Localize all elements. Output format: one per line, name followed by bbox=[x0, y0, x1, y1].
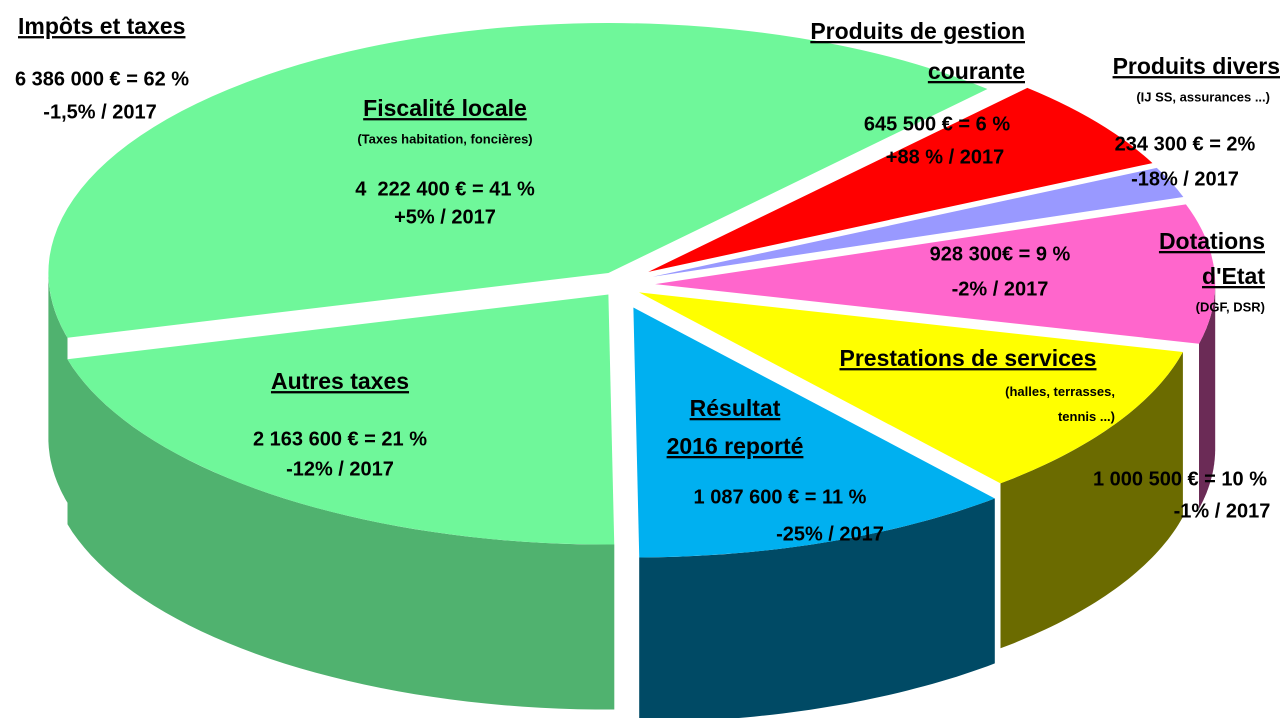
slice-name: Résultat 2016 reporté bbox=[667, 395, 804, 459]
slice-name: Prestations de services bbox=[840, 345, 1097, 371]
slice-name: Produits divers bbox=[1113, 53, 1280, 79]
slice-subtitle: (DGF, DSR) bbox=[1196, 299, 1265, 314]
slice-label: -25% / 2017 bbox=[776, 523, 884, 545]
slice-label: +5% / 2017 bbox=[394, 206, 496, 228]
slice-side bbox=[1199, 284, 1216, 509]
slice-label: 1 000 500 € = 10 % bbox=[1093, 468, 1267, 490]
slice-subtitle: (IJ SS, assurances ...) bbox=[1136, 89, 1270, 104]
slice-side bbox=[639, 498, 995, 718]
slice bbox=[639, 292, 1183, 484]
slice bbox=[48, 23, 988, 338]
slice-label: -18% / 2017 bbox=[1131, 168, 1239, 190]
slice-name: Produits de gestion courante bbox=[810, 18, 1025, 84]
slice-label: 645 500 € = 6 % bbox=[864, 113, 1010, 135]
slice-label: 1 087 600 € = 11 % bbox=[694, 486, 867, 508]
slice-label: 234 300 € = 2% bbox=[1115, 133, 1256, 155]
slice bbox=[652, 167, 1184, 277]
slice-label: 4 222 400 € = 41 % bbox=[355, 178, 535, 200]
slice-name: Autres taxes bbox=[271, 368, 409, 394]
slice-name: Fiscalité locale bbox=[363, 95, 527, 121]
slice-label: 6 386 000 € = 62 % bbox=[15, 68, 189, 90]
slice-name: Dotations d'Etat bbox=[1159, 228, 1265, 289]
slice-label: -1% / 2017 bbox=[1174, 500, 1271, 522]
slice bbox=[633, 307, 995, 558]
slice-subtitle: (halles, terrasses, tennis ...) bbox=[1005, 384, 1115, 424]
slice bbox=[655, 204, 1216, 344]
slice-label: -12% / 2017 bbox=[286, 458, 394, 480]
slice bbox=[648, 87, 1153, 272]
slice-side bbox=[67, 359, 615, 710]
slice-label: +88 % / 2017 bbox=[886, 146, 1004, 168]
slice-name: Impôts et taxes bbox=[18, 13, 185, 39]
slice-label: -2% / 2017 bbox=[952, 278, 1049, 300]
slice-label: 928 300€ = 9 % bbox=[930, 243, 1071, 265]
slice-label: -1,5% / 2017 bbox=[43, 101, 156, 123]
slice bbox=[67, 294, 615, 545]
slice-sides bbox=[48, 273, 1216, 718]
slice-tops bbox=[48, 23, 1216, 558]
slice-side bbox=[48, 273, 68, 503]
labels: Fiscalité locale (Taxes habitation, fonci… bbox=[15, 13, 1280, 545]
slice-label: 2 163 600 € = 21 % bbox=[253, 428, 427, 450]
slice-side bbox=[1000, 352, 1183, 649]
slice-subtitle: (Taxes habitation, foncières) bbox=[357, 131, 532, 146]
